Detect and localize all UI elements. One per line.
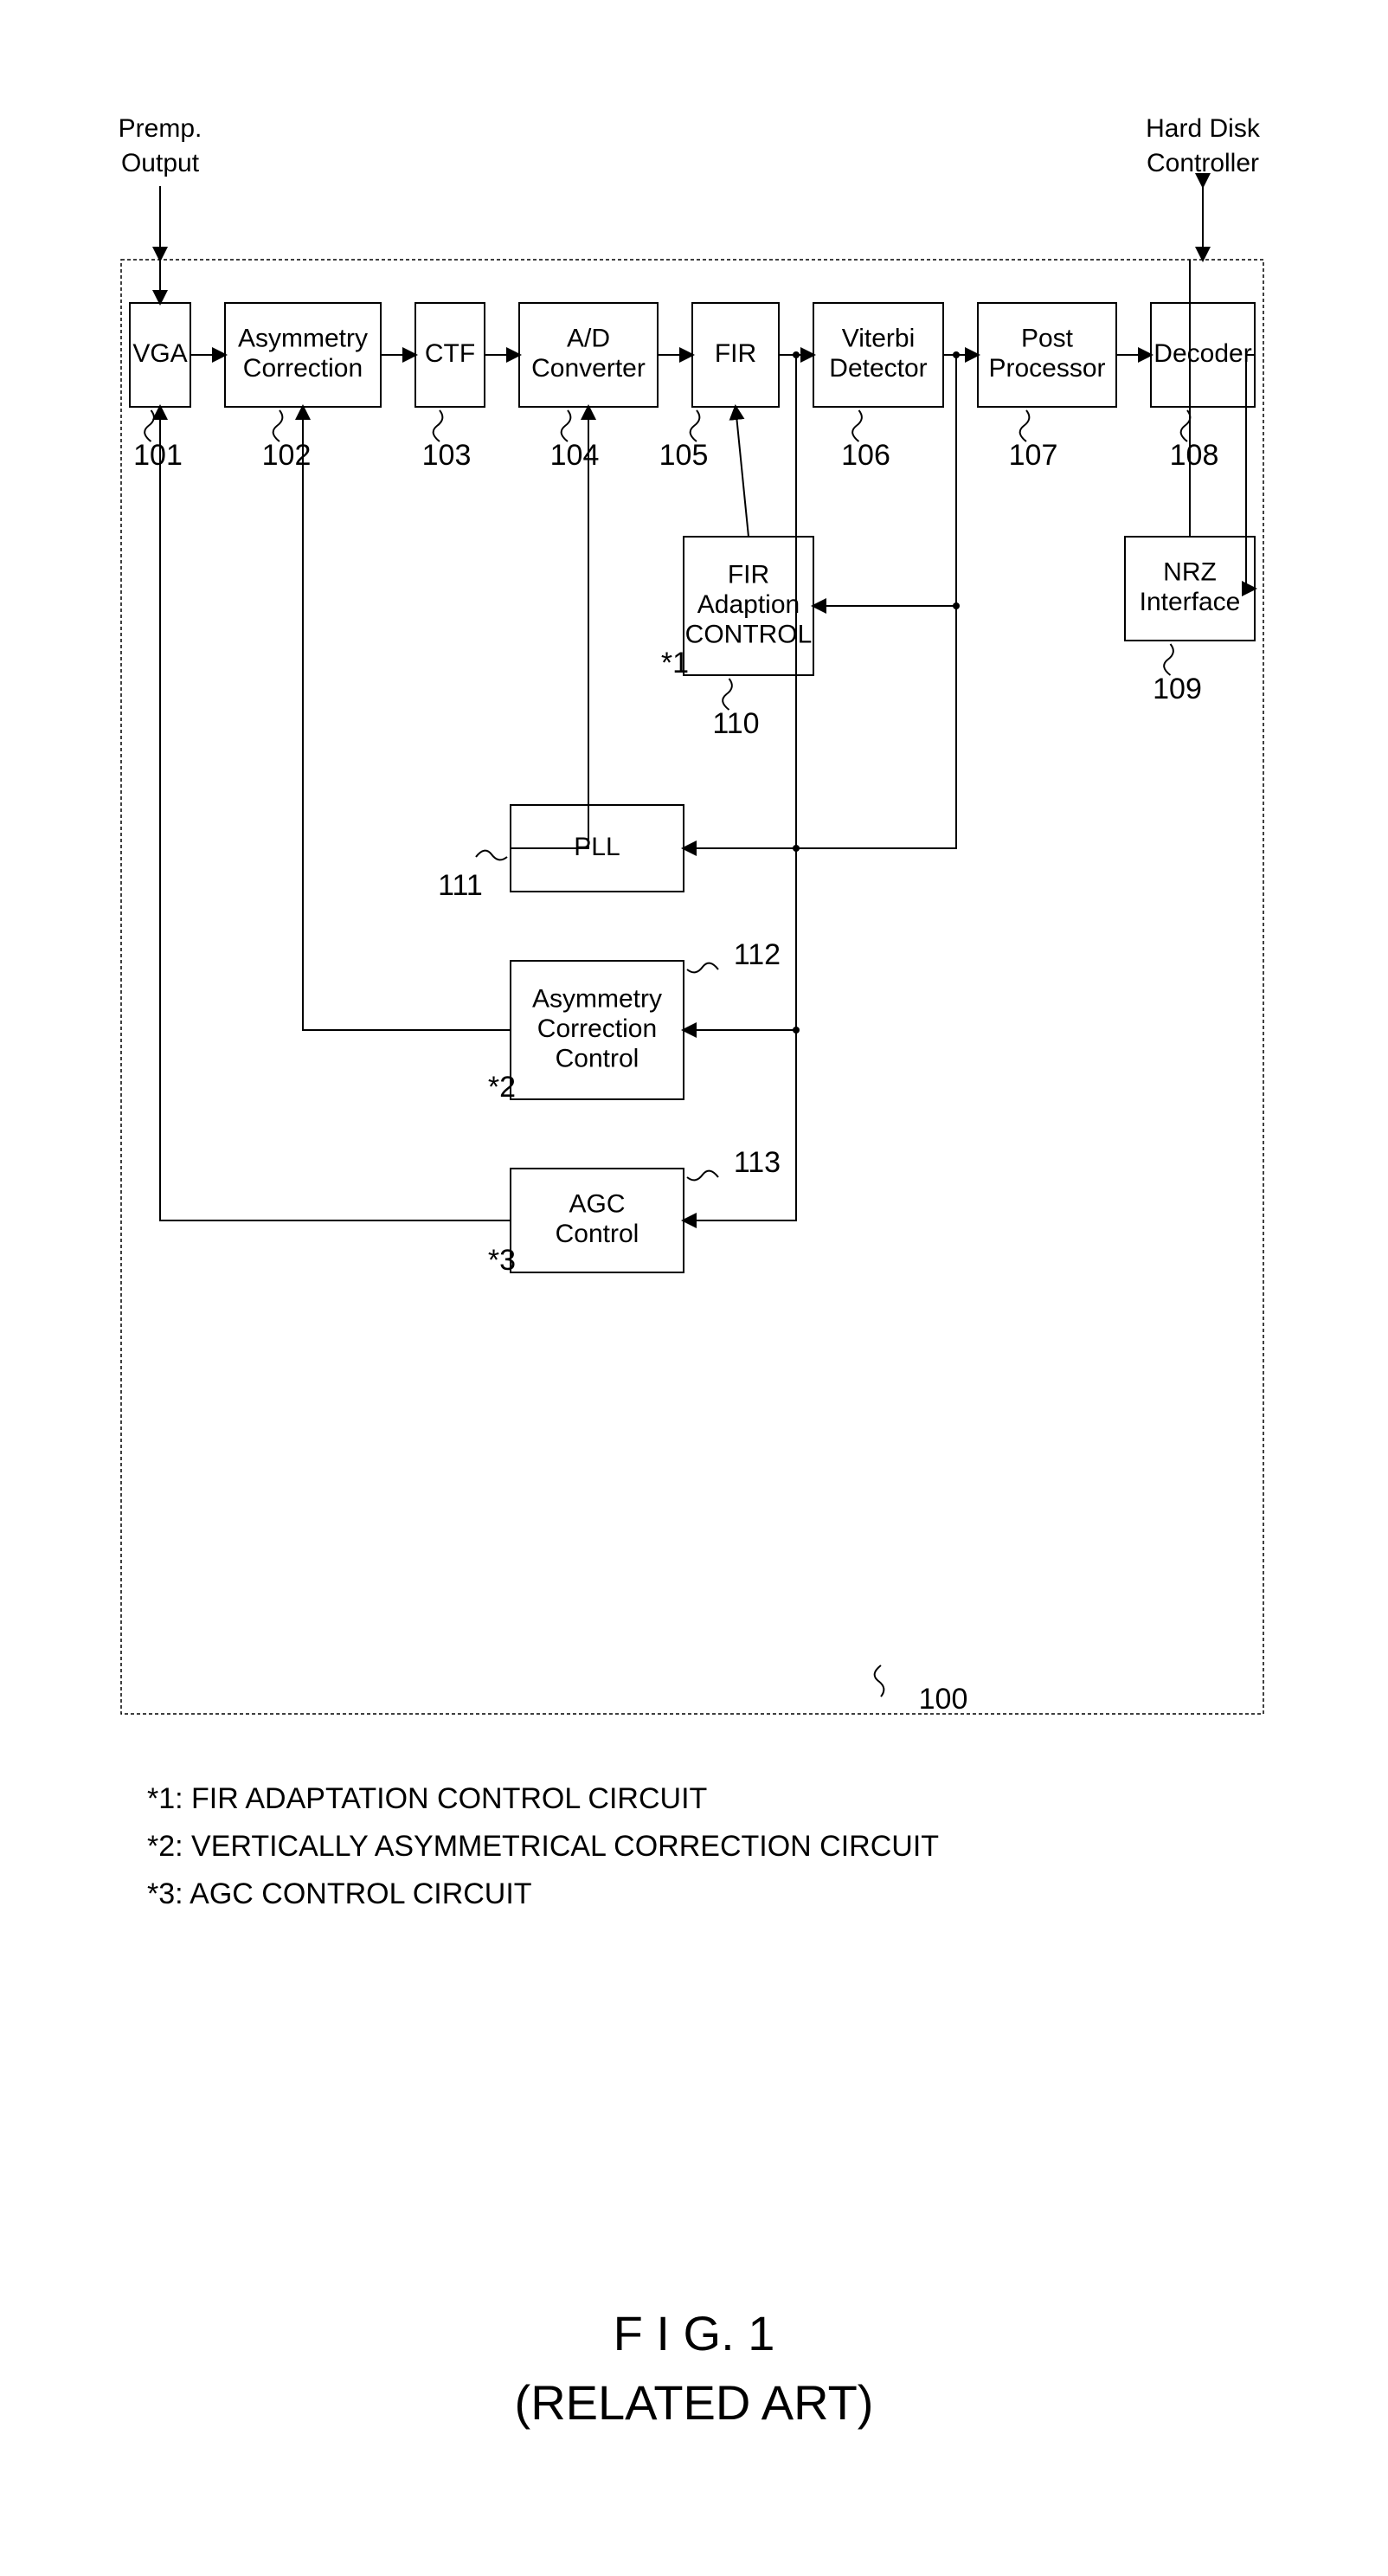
block-firadp-label: FIR [728,560,769,589]
output-label: Controller [1147,149,1259,177]
block-pll-ref: 111 [438,869,483,902]
block-adc-ref: 104 [550,439,600,472]
fb-to-agcctl [684,1030,796,1220]
block-firadp-star: *1 [661,647,689,679]
container-ref: 100 [919,1683,968,1716]
ref-leader [145,410,154,441]
agcctl-to-vga [160,407,511,1220]
ref-leader [875,1665,884,1697]
block-post-ref: 107 [1009,439,1058,472]
container-border [121,260,1263,1714]
footnote: *3: AGC CONTROL CIRCUIT [147,1877,532,1910]
block-asymctl-label: Control [556,1044,639,1072]
block-post-label: Post [1021,325,1074,353]
footnote: *2: VERTICALLY ASYMMETRICAL CORRECTION C… [147,1830,939,1863]
block-firadp-label: CONTROL [685,620,813,648]
block-ctf-ref: 103 [422,439,472,472]
block-nrz-label: NRZ [1163,558,1217,587]
figure-title: F I G. 1 [614,2306,775,2360]
pll-to-adc [511,407,588,848]
ref-leader [687,1171,718,1181]
ref-leader [1181,410,1191,441]
diagram-canvas: 100 Premp. Output Hard Disk Controller VGA 101… [0,0,1388,2576]
ref-leader [687,963,718,973]
ref-leader [1164,644,1173,675]
block-asym-label: Asymmetry [238,325,368,353]
ref-leader [691,410,700,441]
figure-subtitle: (RELATED ART) [515,2375,874,2430]
ref-leader [723,679,732,710]
block-ctf-label: CTF [425,339,475,368]
block-dec-label: Decoder [1153,339,1251,368]
block-asymctl-ref: 112 [734,938,781,971]
block-viterbi-ref: 106 [841,439,890,472]
block-pll-label: PLL [574,833,620,861]
firadp-to-fir [736,407,749,537]
block-asymctl-star: *2 [488,1071,516,1104]
block-nrz-label: Interface [1140,588,1241,616]
block-asymctl-label: Correction [537,1014,657,1043]
block-adc-label: A/D [567,325,610,353]
block-nrz-ref: 109 [1153,673,1202,705]
block-dec-ref: 108 [1170,439,1219,472]
block-post-label: Processor [988,354,1105,383]
block-firadp-ref: 110 [712,707,759,740]
input-label: Premp. [119,114,202,143]
ref-leader [852,410,862,441]
block-fir-label: FIR [715,339,756,368]
block-agcctl-label: AGC [569,1190,625,1219]
input-label: Output [121,149,200,177]
block-firadp-label: Adaption [697,590,800,619]
output-label: Hard Disk [1146,114,1261,143]
block-viterbi-label: Detector [829,354,927,383]
block-agcctl-label: Control [556,1220,639,1248]
footnote: *1: FIR ADAPTATION CONTROL CIRCUIT [147,1782,707,1815]
asymctl-to-asym [303,407,511,1030]
block-adc-label: Converter [531,354,646,383]
ref-leader [1020,410,1030,441]
block-agcctl-star: *3 [488,1244,516,1277]
block-fir-ref: 105 [659,439,709,472]
ref-leader [434,410,443,441]
block-agcctl-ref: 113 [734,1146,781,1179]
ref-leader [476,851,507,860]
block-asym-label: Correction [243,354,363,383]
block-vga-ref: 101 [133,439,183,472]
ref-leader [562,410,571,441]
block-asymctl-label: Asymmetry [532,984,662,1013]
block-viterbi-label: Viterbi [842,325,916,353]
block-vga-label: VGA [132,339,187,368]
ref-leader [273,410,283,441]
